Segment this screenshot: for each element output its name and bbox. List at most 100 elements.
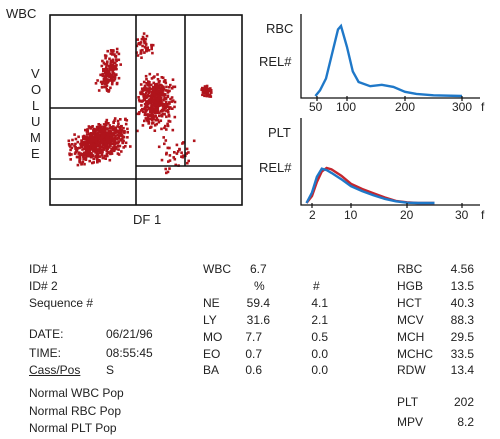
scatter-dot [102,79,106,83]
scatter-dot [96,135,99,139]
scatter-dot [113,128,116,132]
scatter-dot [173,85,177,89]
scatter-dot [157,94,161,97]
scatter-dot [115,73,118,76]
scatter-dots [67,32,213,175]
scatter-dot [150,125,153,129]
scatter-dot [142,95,145,98]
scatter-dot [109,73,112,76]
scatter-dot [155,104,159,107]
scatter-dot [154,96,157,100]
scatter-dot [110,139,113,143]
scatter-dot [159,101,162,105]
scatter-dot [158,79,161,83]
scatter-dot [119,133,123,137]
scatter-dot [89,152,92,155]
scatter-dot [117,135,121,138]
scatter-dot [119,130,123,134]
scatter-dot [112,49,115,52]
scatter-dot [106,147,109,151]
scatter-dot [151,110,155,114]
scatter-dot [97,148,100,152]
scatter-dot [100,128,104,131]
scatter-dot [73,133,76,136]
scatter-dot [101,59,104,63]
scatter-dot [168,89,171,93]
scatter-dot [160,84,163,87]
scatter-dot [151,100,154,104]
scatter-dot [100,141,103,145]
scatter-dot [161,93,164,97]
param-name: MCH [397,330,425,344]
scatter-dot [104,133,108,136]
scatter-dot [110,49,113,53]
scatter-dot [108,69,111,73]
scatter-dot [150,114,154,117]
scatter-dot [151,99,155,102]
scatter-dot [202,89,206,92]
scatter-dot [205,86,208,90]
scatter-dot [114,55,118,58]
rbc-hist-title: RBC [266,21,294,36]
scatter-dot [106,138,110,142]
scatter-dot [95,143,99,147]
scatter-dot [90,133,93,136]
scatter-dot [146,83,150,87]
scatter-dot [75,149,78,153]
scatter-dot [74,150,78,154]
scatter-dot [181,154,185,157]
scatter-dot [159,93,162,96]
scatter-dot [112,142,116,145]
scatter-dot [103,130,106,133]
scatter-dot [161,105,165,108]
scatter-dot [112,149,115,153]
scatter-dot [104,76,108,80]
scatter-dot [96,138,100,142]
scatter-dot [139,92,143,96]
scatter-dot [110,139,113,142]
scatter-dot [113,74,117,77]
scatter-dot [150,105,154,109]
scatter-dot [94,145,98,148]
scatter-dot [157,145,161,149]
scatter-dot [157,96,161,100]
param-value: 33.5 [450,347,474,361]
scatter-dot [69,158,72,161]
scatter-dot [109,150,113,153]
scatter-dot [93,135,96,139]
scatter-dot [106,154,109,158]
scatter-dot [153,129,157,132]
scatter-dot [104,157,107,160]
scatter-dot [99,146,102,150]
param-name: HCT [397,296,422,310]
scatter-dot [106,72,109,76]
scatter-dot [158,111,161,115]
scatter-dot [94,128,98,132]
scatter-dot [144,41,147,44]
scatter-dot [117,76,121,80]
scatter-dot [165,115,168,119]
scatter-dot [85,146,88,149]
scatter-dot [88,132,91,135]
scatter-dot [147,82,151,85]
scatter-dot [98,129,101,132]
scatter-dot [108,67,111,70]
scatter-dot [86,146,90,149]
scatter-dot [173,115,177,119]
scatter-dot [140,92,143,95]
scatter-dot [151,90,155,93]
plt-tick-label: 30 [455,208,469,222]
scatter-dot [145,88,148,91]
scatter-dot [149,111,153,114]
scatter-dot [89,147,93,151]
scatter-dot [86,130,90,133]
scatter-dot [103,144,106,147]
scatter-dot [110,64,113,67]
scatter-dot [102,134,105,138]
scatter-dot [151,103,155,107]
scatter-dot [149,108,153,111]
scatter-dot [166,91,170,94]
scatter-dot [79,152,82,155]
scatter-dot [151,119,154,122]
scatter-dot [94,139,98,142]
